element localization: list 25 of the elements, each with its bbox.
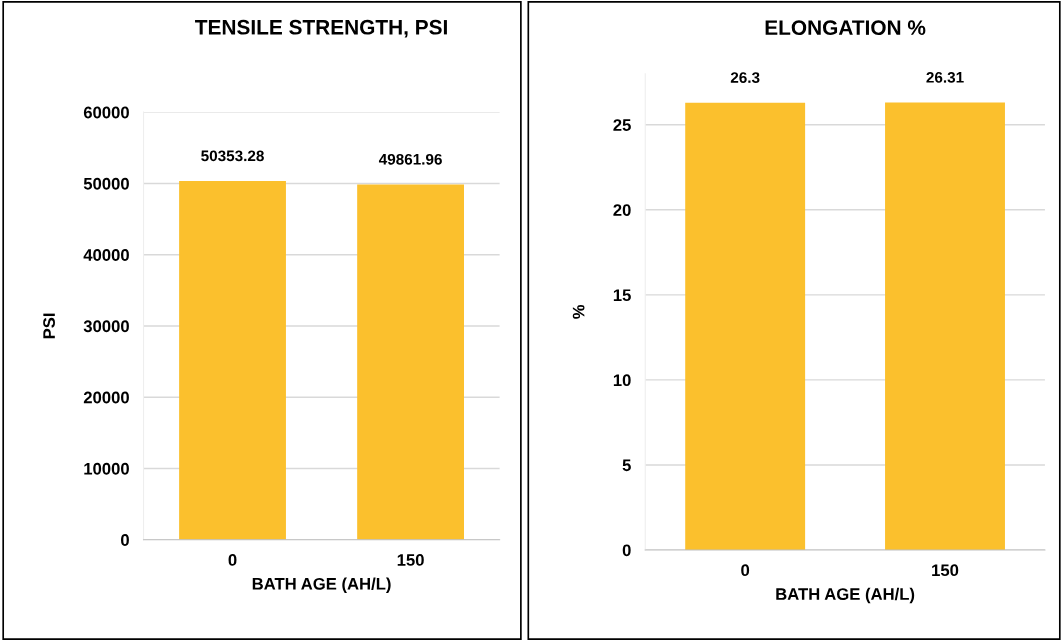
y-tick-label: 5 bbox=[622, 459, 631, 472]
y-tick-label: 0 bbox=[622, 544, 631, 557]
y-axis-title: PSI bbox=[43, 313, 55, 339]
x-axis-title: BATH AGE (AH/L) bbox=[776, 587, 915, 604]
data-label: 50353.28 bbox=[201, 150, 264, 162]
y-tick-label: 25 bbox=[613, 119, 631, 131]
y-tick-label: 10000 bbox=[84, 462, 129, 475]
y-tick-label: 50000 bbox=[83, 177, 129, 190]
data-label: 26.3 bbox=[730, 72, 760, 83]
y-tick-label: 10 bbox=[613, 374, 631, 387]
y-tick-label: 30000 bbox=[83, 320, 129, 333]
data-label: 49861.96 bbox=[378, 153, 442, 165]
x-axis-title: BATH AGE (AH/L) bbox=[252, 577, 391, 594]
y-tick-label: 20000 bbox=[83, 391, 129, 404]
y-tick-label: 60000 bbox=[83, 106, 129, 119]
y-tick-label: 20 bbox=[613, 204, 631, 216]
chart-title: ELONGATION % bbox=[765, 20, 926, 36]
chart-title: TENSILE STRENGTH, PSI bbox=[195, 19, 447, 38]
y-tick-label: 15 bbox=[613, 289, 631, 302]
x-tick-label: 150 bbox=[397, 554, 424, 566]
y-tick-label: 0 bbox=[121, 534, 129, 546]
y-axis-title: % bbox=[572, 304, 585, 319]
y-tick-label: 40000 bbox=[83, 249, 129, 261]
x-tick-label: 150 bbox=[932, 564, 959, 577]
data-label: 26.31 bbox=[926, 71, 964, 83]
